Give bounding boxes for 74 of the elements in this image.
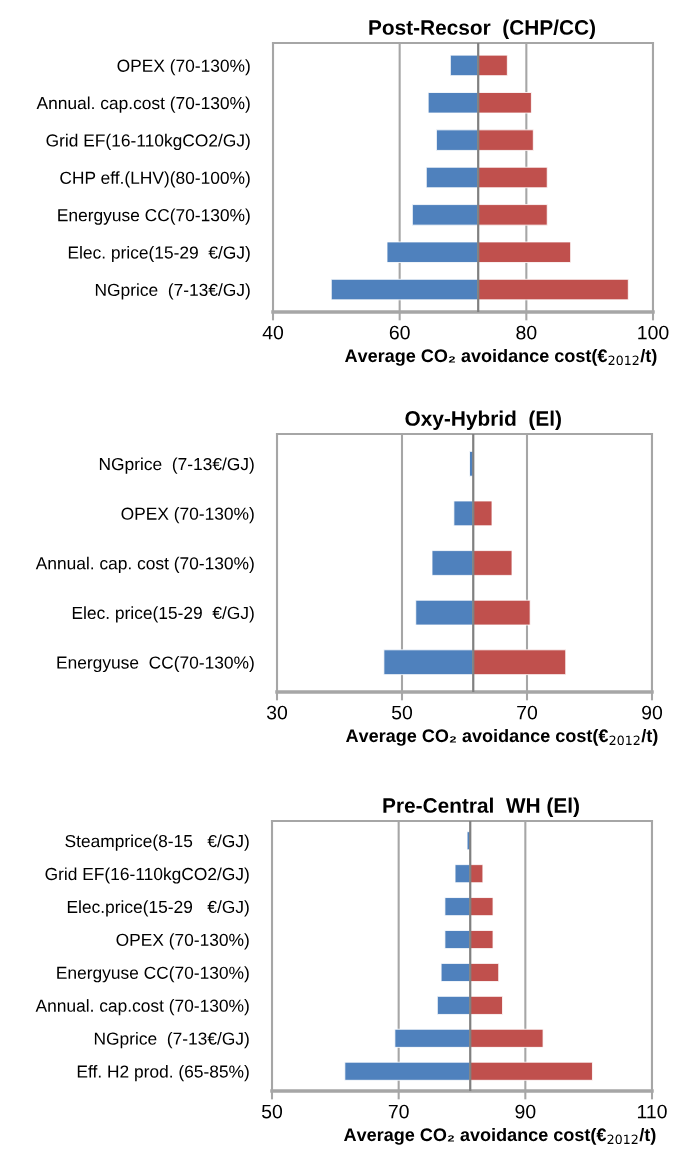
y-tick-label: Grid EF(16-110kgCO2/GJ) [45, 867, 249, 884]
bar [477, 129, 534, 151]
y-tick-label: OPEX (70-130%) [121, 507, 254, 524]
x-tick-label: 80 [516, 325, 537, 340]
bar [444, 930, 471, 950]
y-tick-label: Eff. H2 prod. (65-85%) [77, 1064, 249, 1082]
x-tick-label: 50 [391, 705, 413, 720]
x-tick-label: 70 [388, 1104, 409, 1119]
bar [344, 1061, 471, 1081]
x-tick-label: 90 [642, 705, 663, 720]
bar [477, 92, 532, 114]
x-tick-label: 60 [389, 325, 410, 340]
x-tick-label: 30 [266, 705, 288, 720]
y-tick-label: Elec. price(15-29 €/GJ) [68, 245, 250, 263]
bar [386, 241, 479, 263]
bar [469, 1028, 544, 1048]
y-tick-label: Annual. cap.cost (70-130%) [36, 96, 250, 113]
x-axis-title: Average CO₂ avoidance cost(€$_{2012}$/t) [346, 728, 658, 746]
bar [469, 1061, 593, 1081]
chart-title: Oxy-Hybrid (El) [405, 410, 561, 430]
x-tick-label: 40 [262, 325, 284, 340]
x-tick-label: 110 [637, 1104, 667, 1119]
y-tick-label: Elec. price(15-29 €/GJ) [72, 606, 254, 623]
bar [469, 962, 500, 982]
y-tick-label: Energyuse CC(70-130%) [58, 208, 250, 225]
bar [415, 599, 474, 626]
y-tick-label: NGprice (7-13€/GJ) [95, 283, 250, 300]
bar [472, 599, 531, 626]
chart-title: Post-Recsor (CHP/CC) [369, 19, 595, 39]
y-tick-label: NGprice (7-13€/GJ) [99, 457, 254, 474]
bar [383, 649, 474, 676]
y-tick-label: Annual. cap. cost (70-130%) [35, 556, 254, 573]
y-tick-label: NGprice (7-13€/GJ) [94, 1032, 249, 1049]
bar [330, 278, 479, 301]
chart-title: Pre-Central WH (El) [383, 797, 579, 817]
bar [472, 500, 493, 527]
bar [449, 54, 479, 77]
bar [469, 864, 484, 884]
bar [427, 92, 479, 114]
bar [425, 166, 479, 189]
y-tick-label: Energyuse CC(70-130%) [57, 966, 249, 983]
x-tick-label: 100 [638, 325, 669, 340]
y-tick-label: Grid EF(16-110kgCO2/GJ) [46, 133, 250, 151]
bar [472, 550, 513, 576]
bar [477, 278, 629, 301]
bar [477, 166, 548, 189]
x-tick-label: 50 [261, 1104, 283, 1119]
y-tick-label: OPEX (70-130%) [116, 933, 249, 950]
y-tick-label: Steamprice(8-15 €/GJ) [65, 834, 249, 851]
bar [435, 129, 479, 151]
x-axis-title: Average CO₂ avoidance cost(€$_{2012}$/t) [345, 348, 657, 366]
y-tick-label: Elec.price(15-29 €/GJ) [67, 900, 249, 917]
x-axis-title: Average CO₂ avoidance cost(€$_{2012}$/t) [344, 1127, 656, 1145]
bar [472, 649, 567, 676]
y-tick-label: Energyuse CC(70-130%) [57, 655, 254, 673]
bar [454, 864, 471, 884]
y-tick-label: Annual. cap.cost (70-130%) [35, 999, 249, 1016]
y-tick-label: CHP eff.(LHV)(80-100%) [60, 171, 250, 188]
bar [394, 1028, 471, 1048]
bar [469, 930, 494, 950]
bar [477, 204, 548, 226]
x-tick-label: 70 [517, 705, 538, 720]
x-tick-label: 90 [515, 1104, 536, 1119]
bar [453, 500, 474, 527]
bar [444, 897, 471, 917]
bar [477, 241, 572, 263]
y-tick-label: OPEX (70-130%) [117, 59, 250, 76]
bar [436, 995, 471, 1015]
bar [440, 962, 471, 982]
bar [431, 550, 474, 576]
bar [469, 897, 494, 917]
bar [477, 54, 508, 77]
bar [469, 995, 503, 1015]
bar [411, 204, 479, 226]
